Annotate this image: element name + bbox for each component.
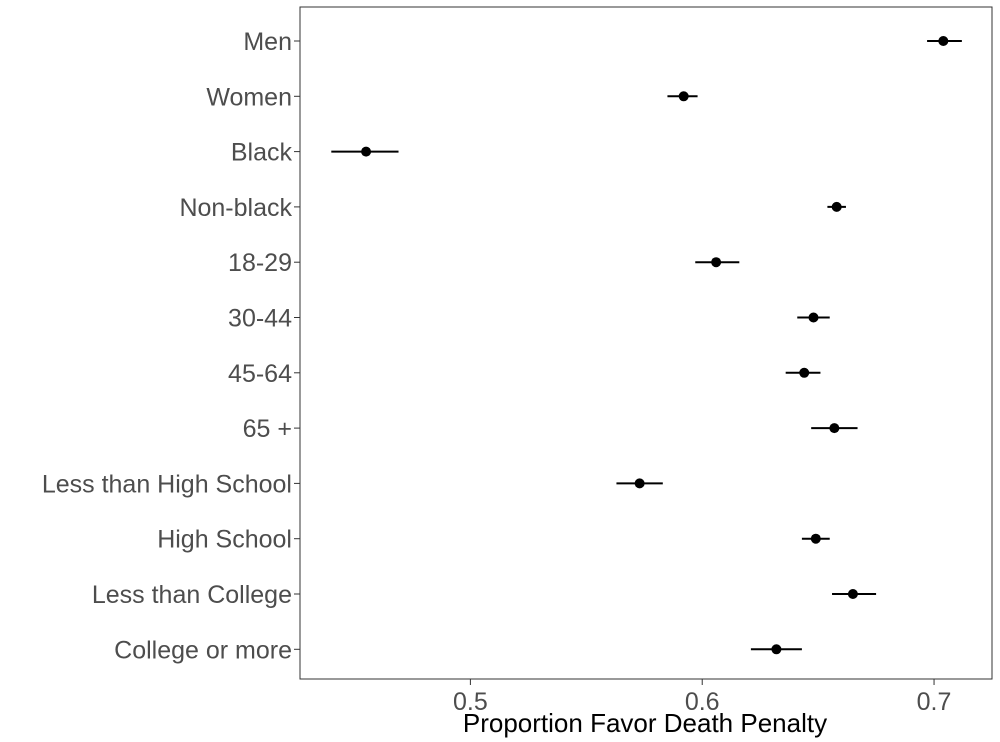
data-point <box>808 312 819 323</box>
data-point <box>799 367 810 378</box>
y-tick-label: Less than High School <box>42 470 292 498</box>
y-tick-label: 65 + <box>243 415 292 443</box>
y-tick-label: 30-44 <box>228 305 292 333</box>
data-point <box>711 257 722 268</box>
x-tick-label: 0.7 <box>917 688 952 716</box>
data-point <box>634 478 645 489</box>
plot-panel-border <box>299 6 993 680</box>
data-point <box>938 36 949 46</box>
y-tick-label: 45-64 <box>228 360 292 388</box>
y-tick-label: Less than College <box>92 581 292 609</box>
y-axis: Men Women Black Non-black 18-29 30-44 45-64 65 … <box>42 28 300 664</box>
data-marks <box>331 36 962 655</box>
data-point <box>361 146 372 157</box>
x-axis: 0.5 0.6 0.7 <box>453 679 951 716</box>
y-tick-label: 18-29 <box>228 249 292 277</box>
x-tick-label: 0.6 <box>685 688 720 716</box>
y-tick-label: High School <box>157 526 292 554</box>
data-point <box>829 423 840 434</box>
y-tick-label: Women <box>206 83 292 111</box>
data-point <box>810 533 821 544</box>
x-axis-title: Proportion Favor Death Penalty <box>463 708 827 738</box>
y-tick-label: Non-black <box>179 194 292 222</box>
y-tick-label: Men <box>243 28 292 56</box>
y-tick-label: Black <box>231 139 293 167</box>
data-point <box>831 201 842 212</box>
data-point <box>847 589 858 599</box>
y-tick-label: College or more <box>114 636 292 664</box>
data-point <box>678 91 689 102</box>
data-point <box>771 644 782 655</box>
x-tick-label: 0.5 <box>453 688 488 716</box>
